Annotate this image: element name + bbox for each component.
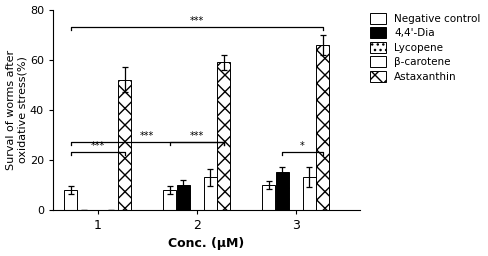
Bar — [302, 177, 315, 210]
Bar — [203, 177, 216, 210]
Bar — [176, 185, 189, 210]
Text: *: * — [299, 141, 304, 151]
Legend: Negative control, 4,4'-Dia, Lycopene, β-carotene, Astaxanthin: Negative control, 4,4'-Dia, Lycopene, β-… — [367, 11, 482, 84]
Text: ***: *** — [189, 16, 203, 26]
Bar — [217, 62, 230, 210]
Bar — [262, 185, 274, 210]
Bar — [275, 172, 288, 210]
Text: ***: *** — [189, 131, 203, 141]
Bar — [118, 80, 131, 210]
X-axis label: Conc. (μM): Conc. (μM) — [168, 238, 244, 250]
Text: ***: *** — [140, 131, 154, 141]
Y-axis label: Surval of worms after
oxidative stress(%): Surval of worms after oxidative stress(%… — [5, 50, 27, 170]
Bar — [316, 45, 328, 210]
Text: ***: *** — [90, 141, 104, 151]
Bar — [64, 190, 77, 210]
Bar — [163, 190, 176, 210]
